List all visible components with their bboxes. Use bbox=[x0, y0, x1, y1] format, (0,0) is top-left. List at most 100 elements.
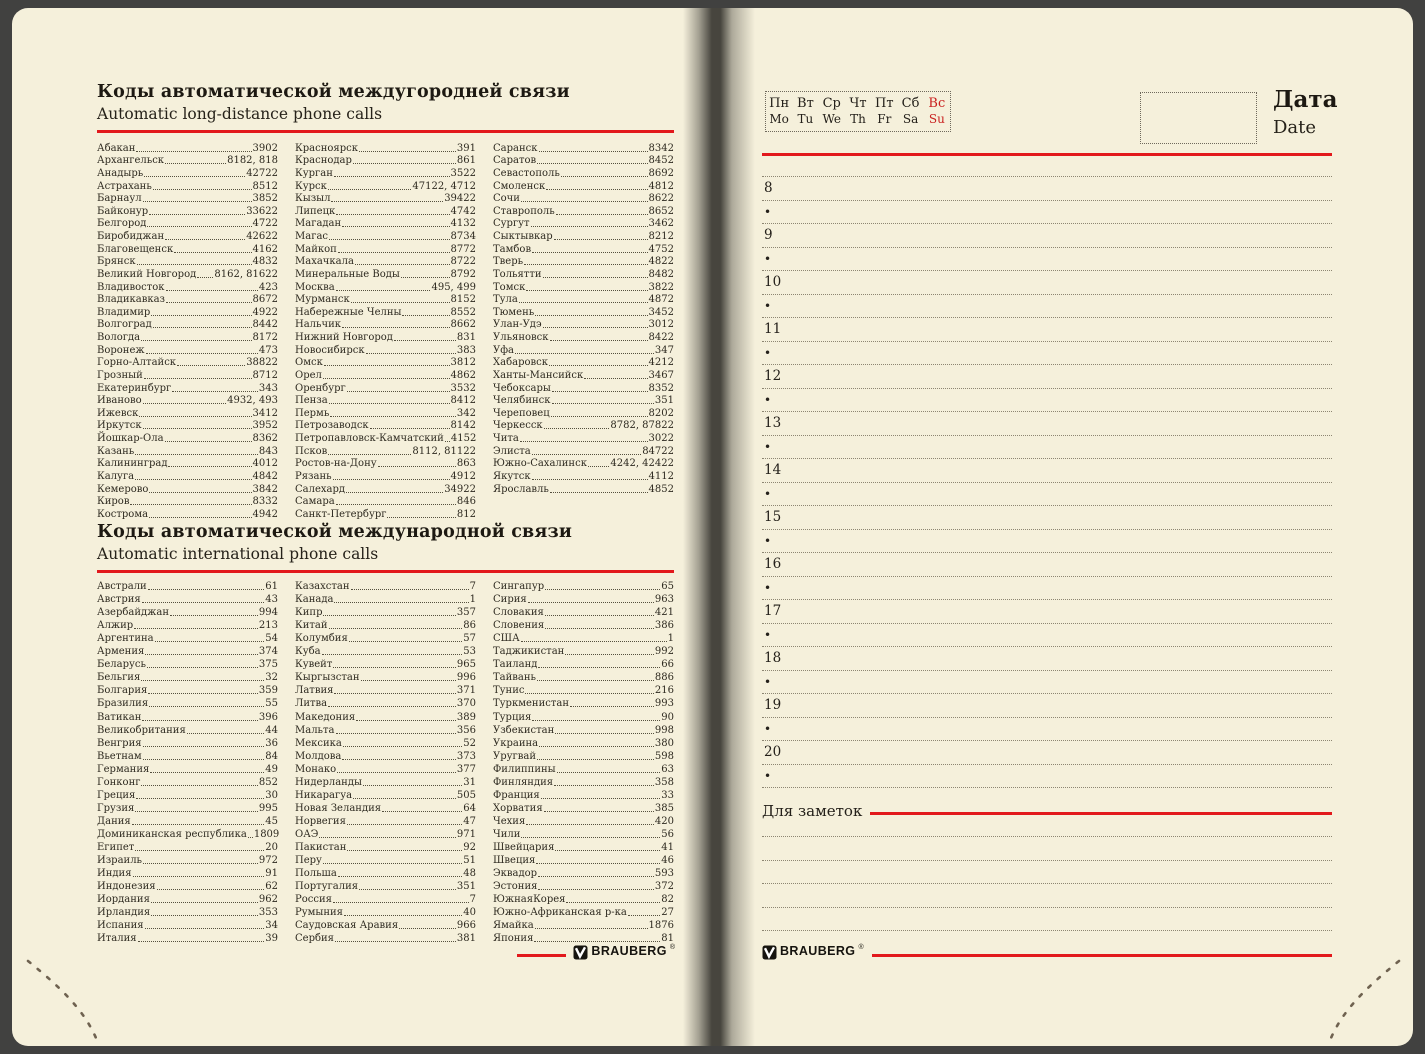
place-name: Египет bbox=[97, 841, 135, 853]
international-title-en: Automatic international phone calls bbox=[97, 545, 379, 563]
phone-code: 971 bbox=[456, 828, 476, 840]
phone-code: 4152 bbox=[450, 433, 477, 444]
place-name: Калининград bbox=[97, 458, 168, 470]
place-name: Нидерланды bbox=[295, 776, 362, 788]
dot-leader bbox=[348, 641, 463, 643]
phone-code: 963 bbox=[654, 594, 674, 606]
phone-code: 3532 bbox=[450, 382, 476, 394]
brand-name: BRAUBERG bbox=[780, 944, 856, 958]
dot-leader bbox=[353, 797, 456, 799]
phone-code: 998 bbox=[654, 724, 674, 736]
time-slot-row: • bbox=[762, 342, 1332, 365]
time-slot-row: 20 bbox=[762, 741, 1332, 765]
phone-code: 38822 bbox=[246, 357, 278, 369]
phone-code-row: Германия 49 bbox=[97, 762, 278, 775]
phone-code: 49 bbox=[265, 763, 278, 775]
dot-leader bbox=[149, 516, 252, 518]
dot-leader bbox=[330, 415, 456, 417]
code-column: Австрали 61 Австрия 43 Азербайджан 994 Алжи… bbox=[97, 579, 279, 945]
place-name: Тунис bbox=[493, 685, 525, 697]
dot-leader bbox=[544, 615, 654, 617]
place-name: Франция bbox=[493, 789, 540, 801]
dot-leader bbox=[149, 213, 246, 215]
phone-code: 3412 bbox=[252, 407, 278, 419]
weekday-en: Mo bbox=[769, 112, 789, 126]
red-divider bbox=[97, 570, 674, 573]
place-name: Япония bbox=[493, 933, 534, 945]
phone-code-row: Архангельск 8182, 818 bbox=[97, 154, 278, 166]
phone-code-row: Пенза 8412 bbox=[295, 394, 476, 406]
phone-code: 372 bbox=[654, 881, 674, 893]
time-slot-label: 9 bbox=[764, 227, 773, 243]
phone-code: 3462 bbox=[648, 218, 674, 230]
place-name: Казахстан bbox=[295, 581, 350, 593]
phone-code: 8162, 81622 bbox=[214, 268, 278, 280]
place-name: Уругвай bbox=[493, 750, 537, 762]
phone-code-row: Ставрополь 8652 bbox=[493, 204, 674, 217]
dot-leader bbox=[134, 628, 258, 630]
dot-leader bbox=[165, 289, 258, 291]
place-name: Киров bbox=[97, 496, 130, 508]
place-name: Монако bbox=[295, 763, 337, 775]
phone-code-row: Ханты-Мансийск 3467 bbox=[493, 368, 674, 381]
phone-code-row: Курск 47122, 4712 bbox=[295, 179, 476, 192]
time-slot-row: 13 bbox=[762, 412, 1332, 436]
dot-leader bbox=[337, 251, 450, 253]
phone-code-row: Элиста 84722 bbox=[493, 444, 674, 457]
time-slot-label: 19 bbox=[764, 697, 782, 713]
place-name: Эквадор bbox=[493, 868, 538, 880]
dot-leader bbox=[536, 863, 661, 865]
dot-leader bbox=[156, 889, 265, 891]
phone-code: 389 bbox=[456, 711, 476, 723]
place-name: Беларусь bbox=[97, 659, 146, 671]
place-name: Эстония bbox=[493, 881, 538, 893]
phone-code-row: Анадырь 42722 bbox=[97, 166, 278, 179]
phone-code: 370 bbox=[456, 698, 476, 710]
place-name: Чита bbox=[493, 433, 519, 444]
stitching-bottom-right-icon bbox=[1327, 959, 1401, 1045]
dot-leader bbox=[531, 478, 648, 480]
phone-code-row: Чита 3022 bbox=[493, 431, 674, 444]
dot-leader bbox=[356, 719, 456, 721]
phone-code-row: Кувейт 965 bbox=[295, 657, 476, 670]
weekday-cell: Сб Sa bbox=[897, 96, 923, 127]
time-slot-label: • bbox=[764, 204, 772, 219]
phone-code-row: Монако 377 bbox=[295, 762, 476, 775]
phone-code: 7 bbox=[469, 894, 476, 906]
place-name: Канада bbox=[295, 594, 334, 606]
dot-leader bbox=[402, 314, 450, 316]
time-slot-row: 10 bbox=[762, 271, 1332, 295]
phone-code-row: Рязань 4912 bbox=[295, 469, 476, 482]
place-name: Литва bbox=[295, 698, 328, 710]
dot-leader bbox=[335, 504, 456, 506]
dot-leader bbox=[141, 680, 265, 682]
phone-code: 66 bbox=[661, 659, 674, 671]
place-name: Владикавказ bbox=[97, 294, 165, 306]
phone-code-row: Израиль 972 bbox=[97, 853, 278, 866]
date-entry-box bbox=[1140, 92, 1257, 144]
dot-leader bbox=[530, 226, 648, 228]
place-name: Италия bbox=[97, 933, 137, 945]
time-slot-label: 13 bbox=[764, 415, 782, 431]
dot-leader bbox=[342, 758, 456, 760]
place-name: Севастополь bbox=[493, 167, 560, 179]
place-name: Швеция bbox=[493, 855, 536, 867]
dot-leader bbox=[350, 589, 469, 591]
phone-code-row: Омск 3812 bbox=[295, 356, 476, 368]
place-name: Нальчик bbox=[295, 319, 342, 331]
phone-code: 46 bbox=[661, 855, 674, 867]
phone-code-row: Екатеринбург 343 bbox=[97, 381, 278, 394]
phone-code-row: Греция 30 bbox=[97, 788, 278, 801]
phone-code: 972 bbox=[258, 855, 278, 867]
phone-code: 966 bbox=[456, 920, 476, 932]
dot-leader bbox=[587, 466, 610, 468]
phone-code: 8712 bbox=[252, 369, 278, 381]
place-name: Красноярск bbox=[295, 142, 358, 154]
time-slot-row: 17 bbox=[762, 600, 1332, 624]
page-spread: Коды автоматической междугородней связи … bbox=[12, 8, 1413, 1046]
place-name: Новая Зеландия bbox=[295, 802, 382, 814]
phone-code-row: Москва 495, 499 bbox=[295, 280, 476, 293]
red-divider bbox=[97, 130, 674, 133]
phone-code-row: Чехия 420 bbox=[493, 814, 674, 827]
dot-leader bbox=[137, 941, 265, 943]
